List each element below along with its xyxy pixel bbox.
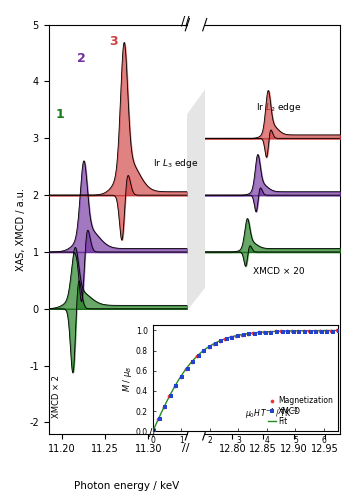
Legend: Magnetization, XMCD, Fit: Magnetization, XMCD, Fit — [266, 394, 335, 427]
Text: //: // — [150, 428, 156, 438]
Text: Ir $L_2$ edge: Ir $L_2$ edge — [256, 101, 301, 113]
Fit — [336, 327, 340, 333]
Line: Fit: Fit — [153, 330, 338, 431]
Text: //: // — [181, 15, 190, 28]
XMCD — [157, 415, 162, 423]
Magnetization — [273, 327, 278, 335]
Magnetization — [306, 327, 312, 335]
XMCD — [168, 392, 174, 400]
XMCD — [241, 331, 246, 339]
Text: 1: 1 — [56, 108, 64, 121]
Magnetization — [217, 337, 222, 345]
XMCD — [185, 365, 191, 373]
Text: //: // — [182, 443, 189, 453]
Magnetization — [184, 365, 189, 373]
Magnetization — [239, 331, 245, 339]
XMCD — [162, 403, 168, 411]
XMCD — [324, 327, 330, 335]
Magnetization — [172, 382, 178, 390]
Fit — [151, 427, 155, 433]
XMCD — [230, 334, 235, 342]
Magnetization — [295, 327, 301, 335]
XMCD — [151, 427, 157, 435]
XMCD — [252, 330, 257, 338]
Magnetization — [228, 333, 234, 341]
XMCD — [297, 328, 302, 336]
Text: Photon energy / keV: Photon energy / keV — [74, 481, 179, 491]
Magnetization — [211, 340, 217, 348]
Fit — [261, 329, 265, 335]
XMCD — [280, 328, 286, 336]
Text: $\mu_0H\,T^{-1}\,/\,\mathrm{T\,K^{-1}}$: $\mu_0H\,T^{-1}\,/\,\mathrm{T\,K^{-1}}$ — [245, 407, 300, 422]
Magnetization — [222, 335, 228, 343]
XMCD — [202, 347, 207, 355]
Y-axis label: $M$ / $\mu_B$: $M$ / $\mu_B$ — [121, 365, 134, 391]
Fit — [264, 329, 268, 335]
Magnetization — [150, 427, 155, 435]
XMCD — [286, 328, 291, 336]
XMCD — [308, 328, 313, 336]
Magnetization — [161, 403, 167, 411]
XMCD — [179, 373, 185, 381]
Magnetization — [301, 327, 306, 335]
XMCD — [196, 352, 202, 360]
XMCD — [336, 327, 341, 335]
XMCD — [302, 328, 308, 336]
XMCD — [191, 358, 196, 366]
Magnetization — [312, 327, 318, 335]
Fit — [307, 328, 311, 334]
Magnetization — [155, 415, 161, 423]
Magnetization — [195, 352, 200, 360]
XMCD — [218, 337, 224, 345]
XMCD — [330, 327, 336, 335]
Magnetization — [189, 358, 195, 366]
XMCD — [313, 328, 319, 336]
Text: XMCD × 2: XMCD × 2 — [52, 376, 61, 419]
Magnetization — [245, 330, 251, 338]
Magnetization — [234, 332, 239, 340]
XMCD — [235, 332, 241, 340]
Magnetization — [290, 327, 295, 335]
XMCD — [319, 328, 324, 336]
Fit — [319, 328, 323, 334]
Magnetization — [262, 328, 267, 336]
Text: XMCD × 20: XMCD × 20 — [253, 267, 304, 277]
XMCD — [257, 329, 263, 337]
Magnetization — [267, 328, 273, 336]
Magnetization — [206, 343, 211, 351]
Magnetization — [178, 373, 184, 381]
XMCD — [213, 340, 218, 348]
Magnetization — [329, 326, 334, 334]
XMCD — [274, 328, 280, 336]
XMCD — [224, 335, 229, 343]
Magnetization — [256, 328, 262, 336]
Magnetization — [318, 327, 323, 335]
Text: Ir $L_3$ edge: Ir $L_3$ edge — [153, 157, 198, 171]
Magnetization — [323, 326, 329, 334]
Y-axis label: XAS, XMCD / a.u.: XAS, XMCD / a.u. — [16, 188, 26, 271]
Fit — [261, 329, 265, 335]
Magnetization — [200, 347, 206, 355]
Text: 3: 3 — [109, 35, 118, 47]
Magnetization — [278, 327, 284, 335]
Text: 2: 2 — [77, 52, 86, 65]
XMCD — [174, 382, 179, 389]
Magnetization — [167, 392, 172, 400]
XMCD — [269, 329, 274, 337]
Fit — [151, 428, 155, 434]
Magnetization — [251, 329, 256, 337]
XMCD — [291, 328, 297, 336]
XMCD — [246, 330, 252, 338]
Magnetization — [284, 327, 289, 335]
XMCD — [263, 329, 269, 337]
XMCD — [207, 343, 213, 351]
Magnetization — [334, 326, 340, 334]
